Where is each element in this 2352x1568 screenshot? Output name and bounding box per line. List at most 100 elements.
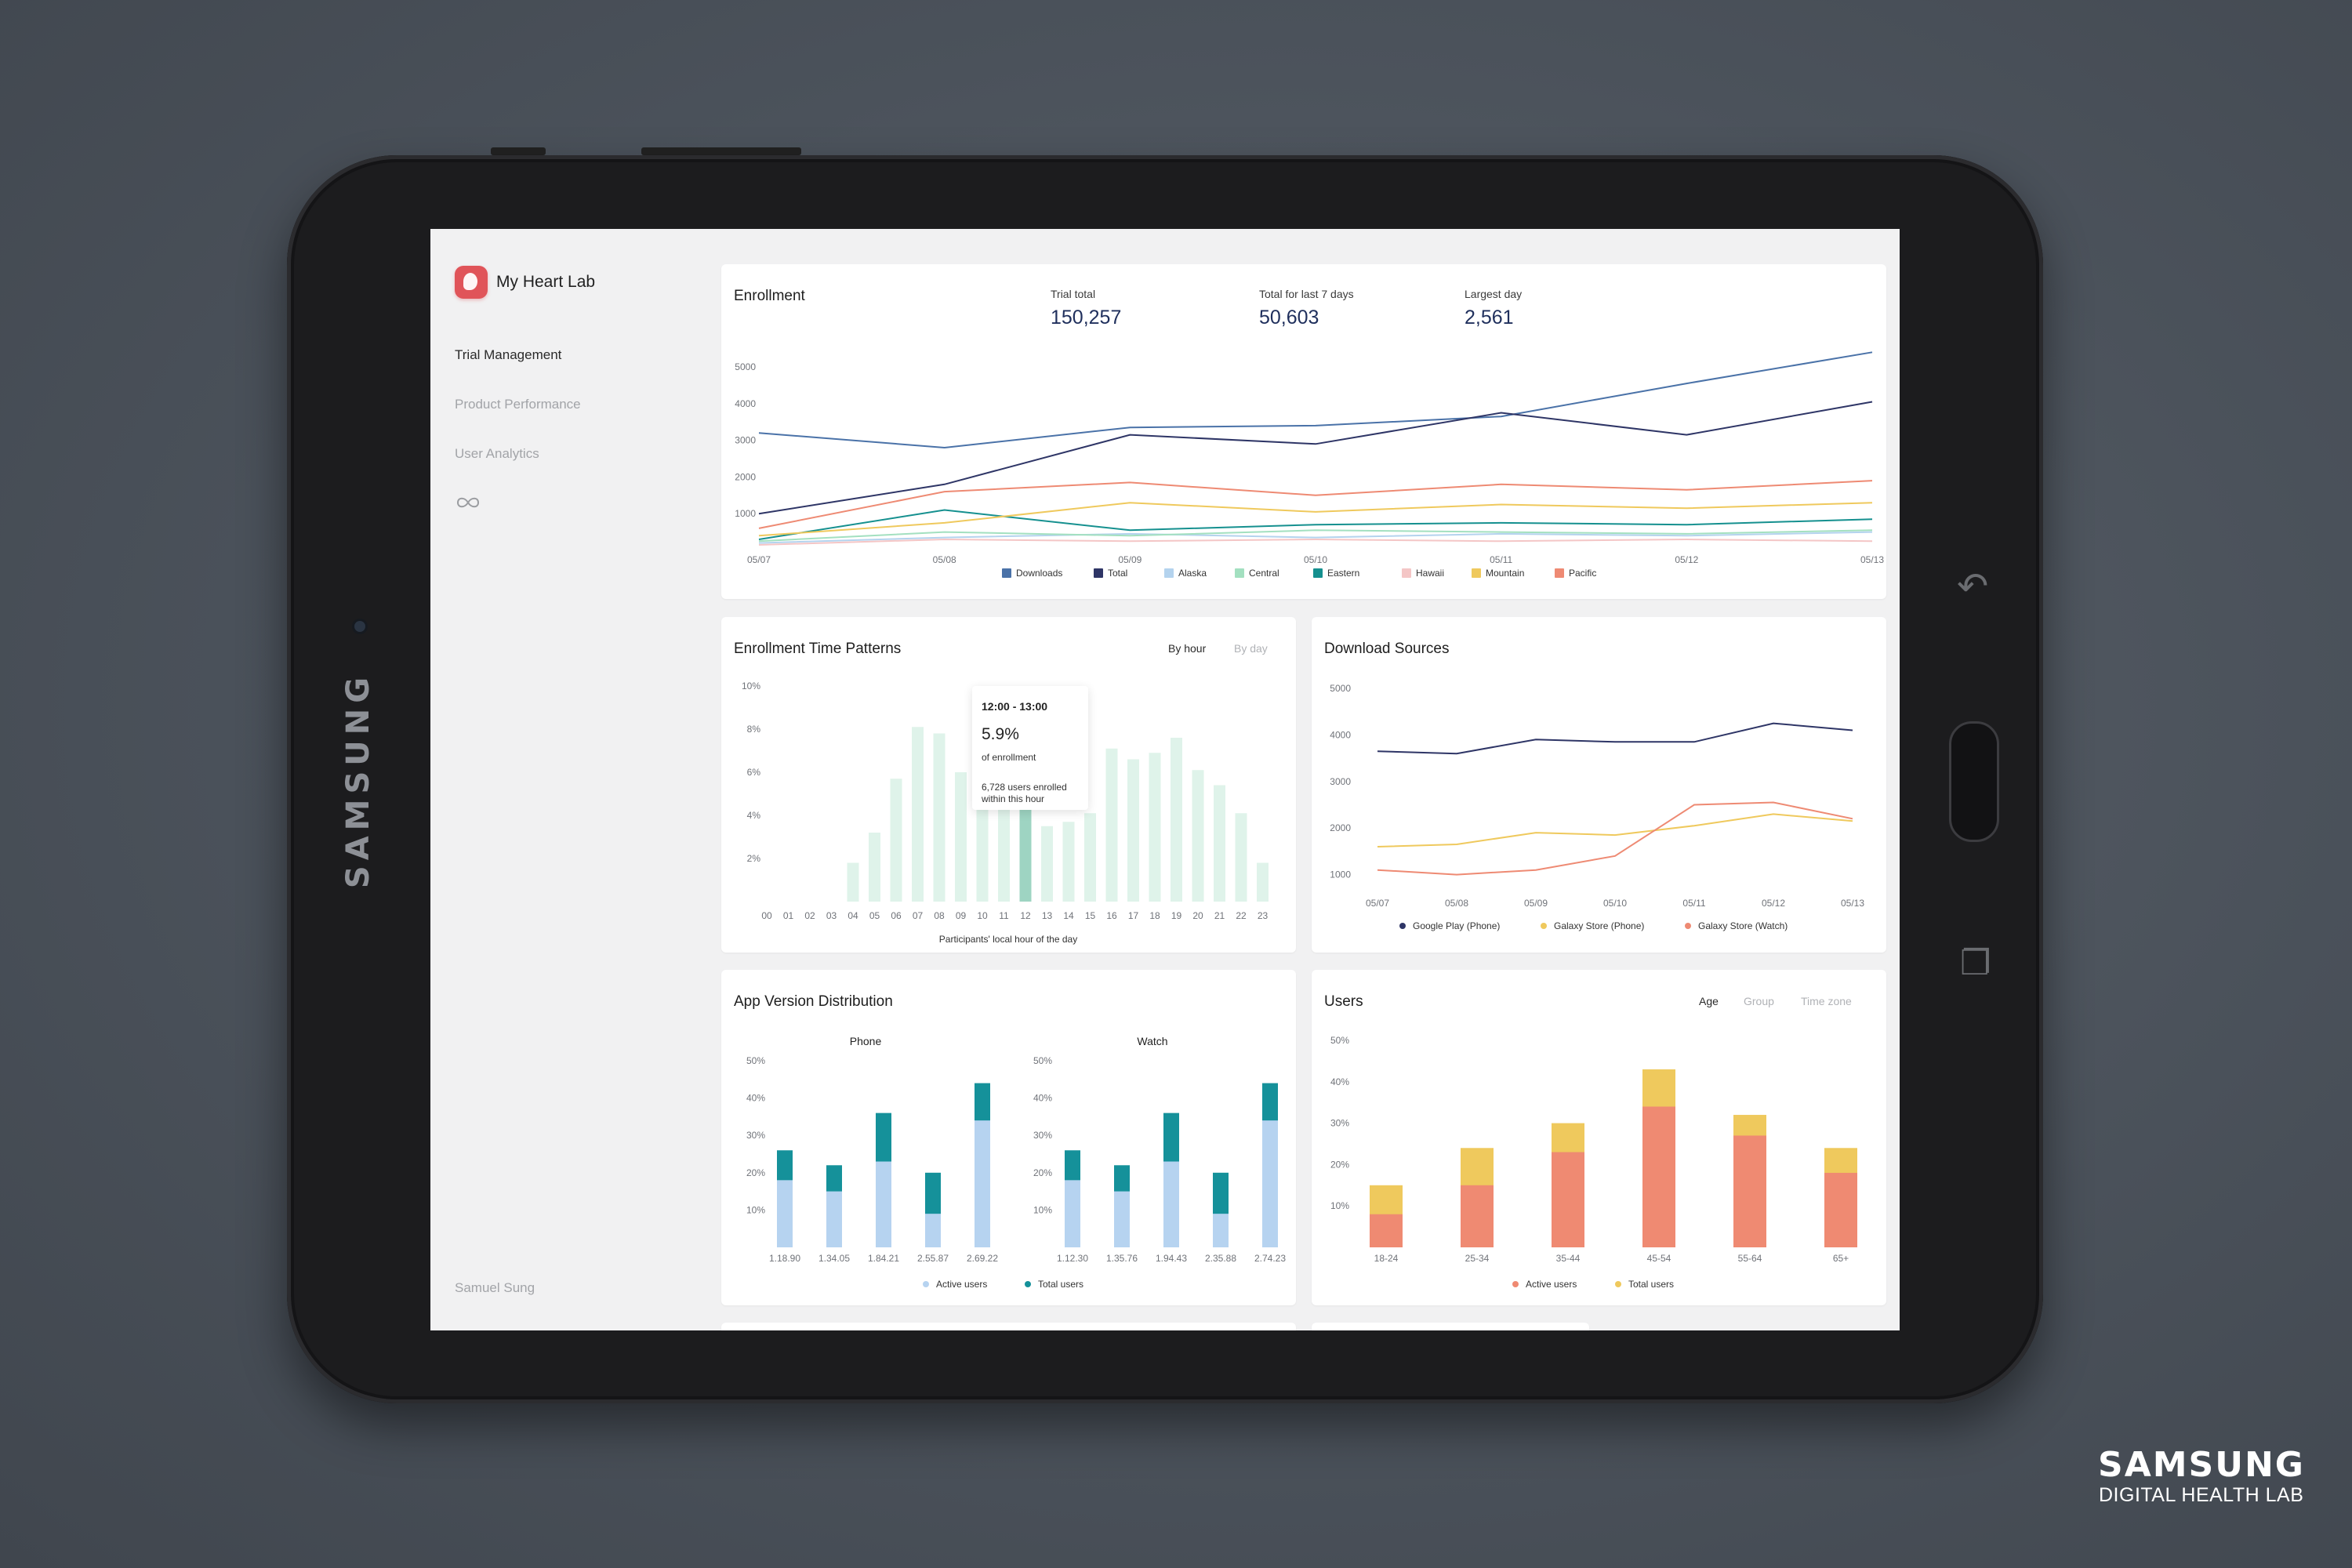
- download-sources-card: Download Sources 1000 2000 3000 4000 5000 05/…: [1312, 617, 1886, 953]
- legend-label: Galaxy Store (Phone): [1554, 920, 1644, 931]
- x-tick-label: 01: [783, 910, 794, 921]
- legend-label: Downloads: [1016, 568, 1062, 579]
- hour-bar-15: [1084, 813, 1096, 902]
- hour-bar-14: [1062, 822, 1075, 902]
- series-line-eastern: [758, 509, 1873, 540]
- x-tick-label: 2.69.22: [967, 1253, 998, 1264]
- legend-swatch: [1512, 1281, 1519, 1287]
- next-card-left: [721, 1323, 1296, 1330]
- x-tick-label: 04: [848, 910, 858, 921]
- hour-bar-19: [1171, 738, 1182, 902]
- time-patterns-bar-chart: 2% 4% 6% 8% 10% 00 01 02 03 04 05 06 07 08 09 10 11 12 13 1…: [742, 681, 1269, 945]
- toggle-by-hour[interactable]: By hour: [1168, 642, 1207, 655]
- legend-label: Active users: [1526, 1279, 1577, 1290]
- app-logo-icon: [455, 266, 488, 299]
- x-tick-label: 15: [1085, 910, 1096, 921]
- series-line-downloads: [758, 351, 1873, 449]
- hour-bar-13: [1041, 826, 1053, 902]
- recent-apps-key-icon[interactable]: ❐: [1960, 943, 1991, 983]
- nav-item-product-performance[interactable]: Product Performance: [455, 397, 581, 412]
- toggle-group[interactable]: Group: [1744, 995, 1774, 1007]
- phone-active-bar: [826, 1191, 842, 1247]
- y-tick-label: 1000: [735, 508, 756, 519]
- legend-label: Total users: [1628, 1279, 1674, 1290]
- tablet-top-button-right: [641, 147, 801, 155]
- tablet-top-button-left: [491, 147, 546, 155]
- stat-label-trial-total: Trial total: [1051, 288, 1096, 300]
- y-tick-label: 30%: [746, 1130, 765, 1141]
- users-active-bar: [1370, 1214, 1403, 1247]
- series-line-pacific: [758, 480, 1873, 529]
- x-tick-label: 12: [1020, 910, 1031, 921]
- y-tick-label: 40%: [1033, 1093, 1052, 1104]
- x-tick-label: 13: [1042, 910, 1053, 921]
- x-tick-label: 17: [1128, 910, 1139, 921]
- tooltip-note: 6,728 users enrolled within this hour: [982, 782, 1067, 804]
- x-tick-label: 10: [977, 910, 988, 921]
- watch-active-bar: [1213, 1214, 1229, 1247]
- series-line-galaxy-store-phone-: [1377, 813, 1853, 848]
- legend-label: Central: [1249, 568, 1279, 579]
- series-line-alaska: [758, 531, 1873, 544]
- enrollment-line-chart: 1000 2000 3000 4000 5000 05/07 05/08 05/09 05/10…: [735, 351, 1884, 579]
- y-tick-label: 20%: [1033, 1167, 1052, 1178]
- toggle-by-day[interactable]: By day: [1234, 642, 1268, 655]
- download-sources-title: Download Sources: [1324, 641, 1450, 657]
- device-brand: SAMSUNG: [340, 671, 376, 889]
- app-version-card: App Version Distribution Phone Watch 10% 20…: [721, 970, 1296, 1305]
- hour-bar-22: [1235, 813, 1247, 902]
- toggle-time-zone[interactable]: Time zone: [1801, 995, 1852, 1007]
- back-key-icon[interactable]: ↶: [1957, 564, 1989, 608]
- legend-label: Active users: [936, 1279, 987, 1290]
- users-card: Users Age Group Time zone 10% 20% 30% 40% 50…: [1312, 970, 1886, 1305]
- x-tick-label: 07: [913, 910, 924, 921]
- users-active-bar: [1461, 1185, 1494, 1247]
- x-tick-label: 05/13: [1841, 898, 1864, 909]
- hour-bar-05: [869, 833, 880, 902]
- x-tick-label: 03: [826, 910, 837, 921]
- legend-swatch: [1164, 568, 1174, 578]
- legend-label: Hawaii: [1416, 568, 1444, 579]
- y-tick-label: 20%: [1330, 1159, 1349, 1170]
- x-tick-label: 05/07: [1366, 898, 1389, 909]
- tooltip-value: 5.9%: [982, 725, 1019, 743]
- y-tick-label: 3000: [735, 435, 756, 446]
- users-active-bar: [1552, 1152, 1584, 1247]
- home-button[interactable]: [1949, 721, 1999, 842]
- legend-label: Google Play (Phone): [1413, 920, 1500, 931]
- legend-label: Total users: [1038, 1279, 1083, 1290]
- x-tick-label: 1.34.05: [818, 1253, 850, 1264]
- x-tick-label: 2.35.88: [1205, 1253, 1236, 1264]
- legend-label: Mountain: [1486, 568, 1524, 579]
- y-tick-label: 50%: [1330, 1035, 1349, 1046]
- enrollment-title: Enrollment: [734, 288, 805, 304]
- hour-bar-23: [1257, 862, 1269, 902]
- legend-swatch: [1025, 1281, 1031, 1287]
- x-tick-label: 55-64: [1738, 1253, 1762, 1264]
- legend-swatch: [1235, 568, 1244, 578]
- nav-item-trial-management[interactable]: Trial Management: [455, 347, 562, 362]
- enrollment-card: Enrollment Trial total 150,257 Total for…: [721, 264, 1886, 599]
- infinity-icon[interactable]: [455, 495, 481, 510]
- y-tick-label: 20%: [746, 1167, 765, 1178]
- users-active-bar: [1824, 1172, 1857, 1247]
- x-tick-label: 05/11: [1490, 554, 1512, 565]
- x-tick-label: 25-34: [1465, 1253, 1490, 1264]
- app-version-bar-charts: Phone Watch 10% 20% 30% 40% 50% 1.18.90 1.34.05 1…: [746, 1035, 1286, 1290]
- stat-label-last-7-days: Total for last 7 days: [1259, 288, 1354, 300]
- toggle-age[interactable]: Age: [1699, 995, 1719, 1007]
- time-patterns-card: Enrollment Time Patterns By hour By day …: [721, 617, 1296, 953]
- legend-swatch: [1402, 568, 1411, 578]
- y-tick-label: 40%: [1330, 1076, 1349, 1087]
- x-tick-label: 05/08: [933, 554, 956, 565]
- x-axis-label: Participants' local hour of the day: [939, 934, 1077, 945]
- x-tick-label: 00: [761, 910, 772, 921]
- x-tick-label: 05/08: [1445, 898, 1468, 909]
- y-tick-label: 50%: [746, 1055, 765, 1066]
- y-tick-label: 10%: [1033, 1204, 1052, 1215]
- x-tick-label: 05/09: [1524, 898, 1548, 909]
- legend-swatch: [1555, 568, 1564, 578]
- nav-item-user-analytics[interactable]: User Analytics: [455, 446, 539, 461]
- x-tick-label: 45-54: [1647, 1253, 1671, 1264]
- x-tick-label: 05/13: [1860, 554, 1884, 565]
